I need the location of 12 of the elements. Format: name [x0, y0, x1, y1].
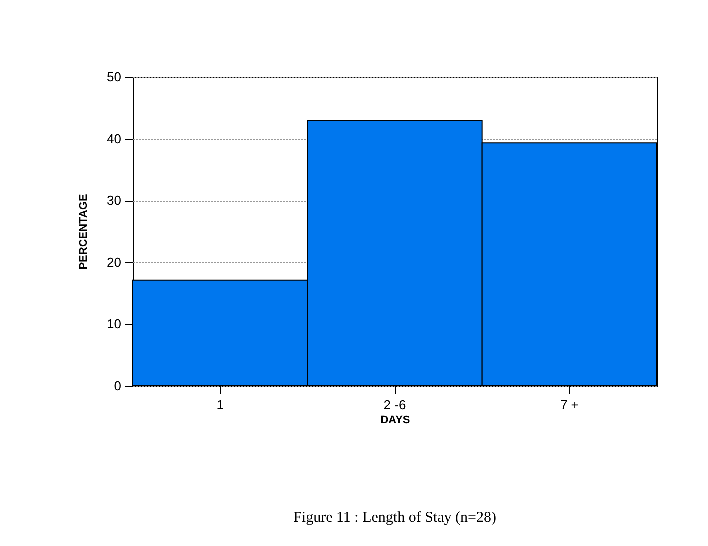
x-tick-label: 7 + — [560, 398, 579, 412]
y-tick-label: 10 — [107, 316, 122, 332]
text: Figure 11 : Length of Stay (n=28) — [294, 510, 496, 526]
y-tick-label: 40 — [107, 131, 122, 146]
x-tick-label: 2 -6 — [384, 398, 406, 412]
y-tick-label: 0 — [114, 378, 122, 394]
x-axis-title: DAYS — [380, 414, 410, 426]
y-tick-label: 50 — [107, 70, 122, 84]
y-axis-title: PERCENTAGE — [78, 194, 90, 270]
y-tick-label: 20 — [107, 254, 122, 270]
x-tick-label: 1 — [216, 398, 224, 412]
y-tick-label: 30 — [107, 193, 122, 208]
